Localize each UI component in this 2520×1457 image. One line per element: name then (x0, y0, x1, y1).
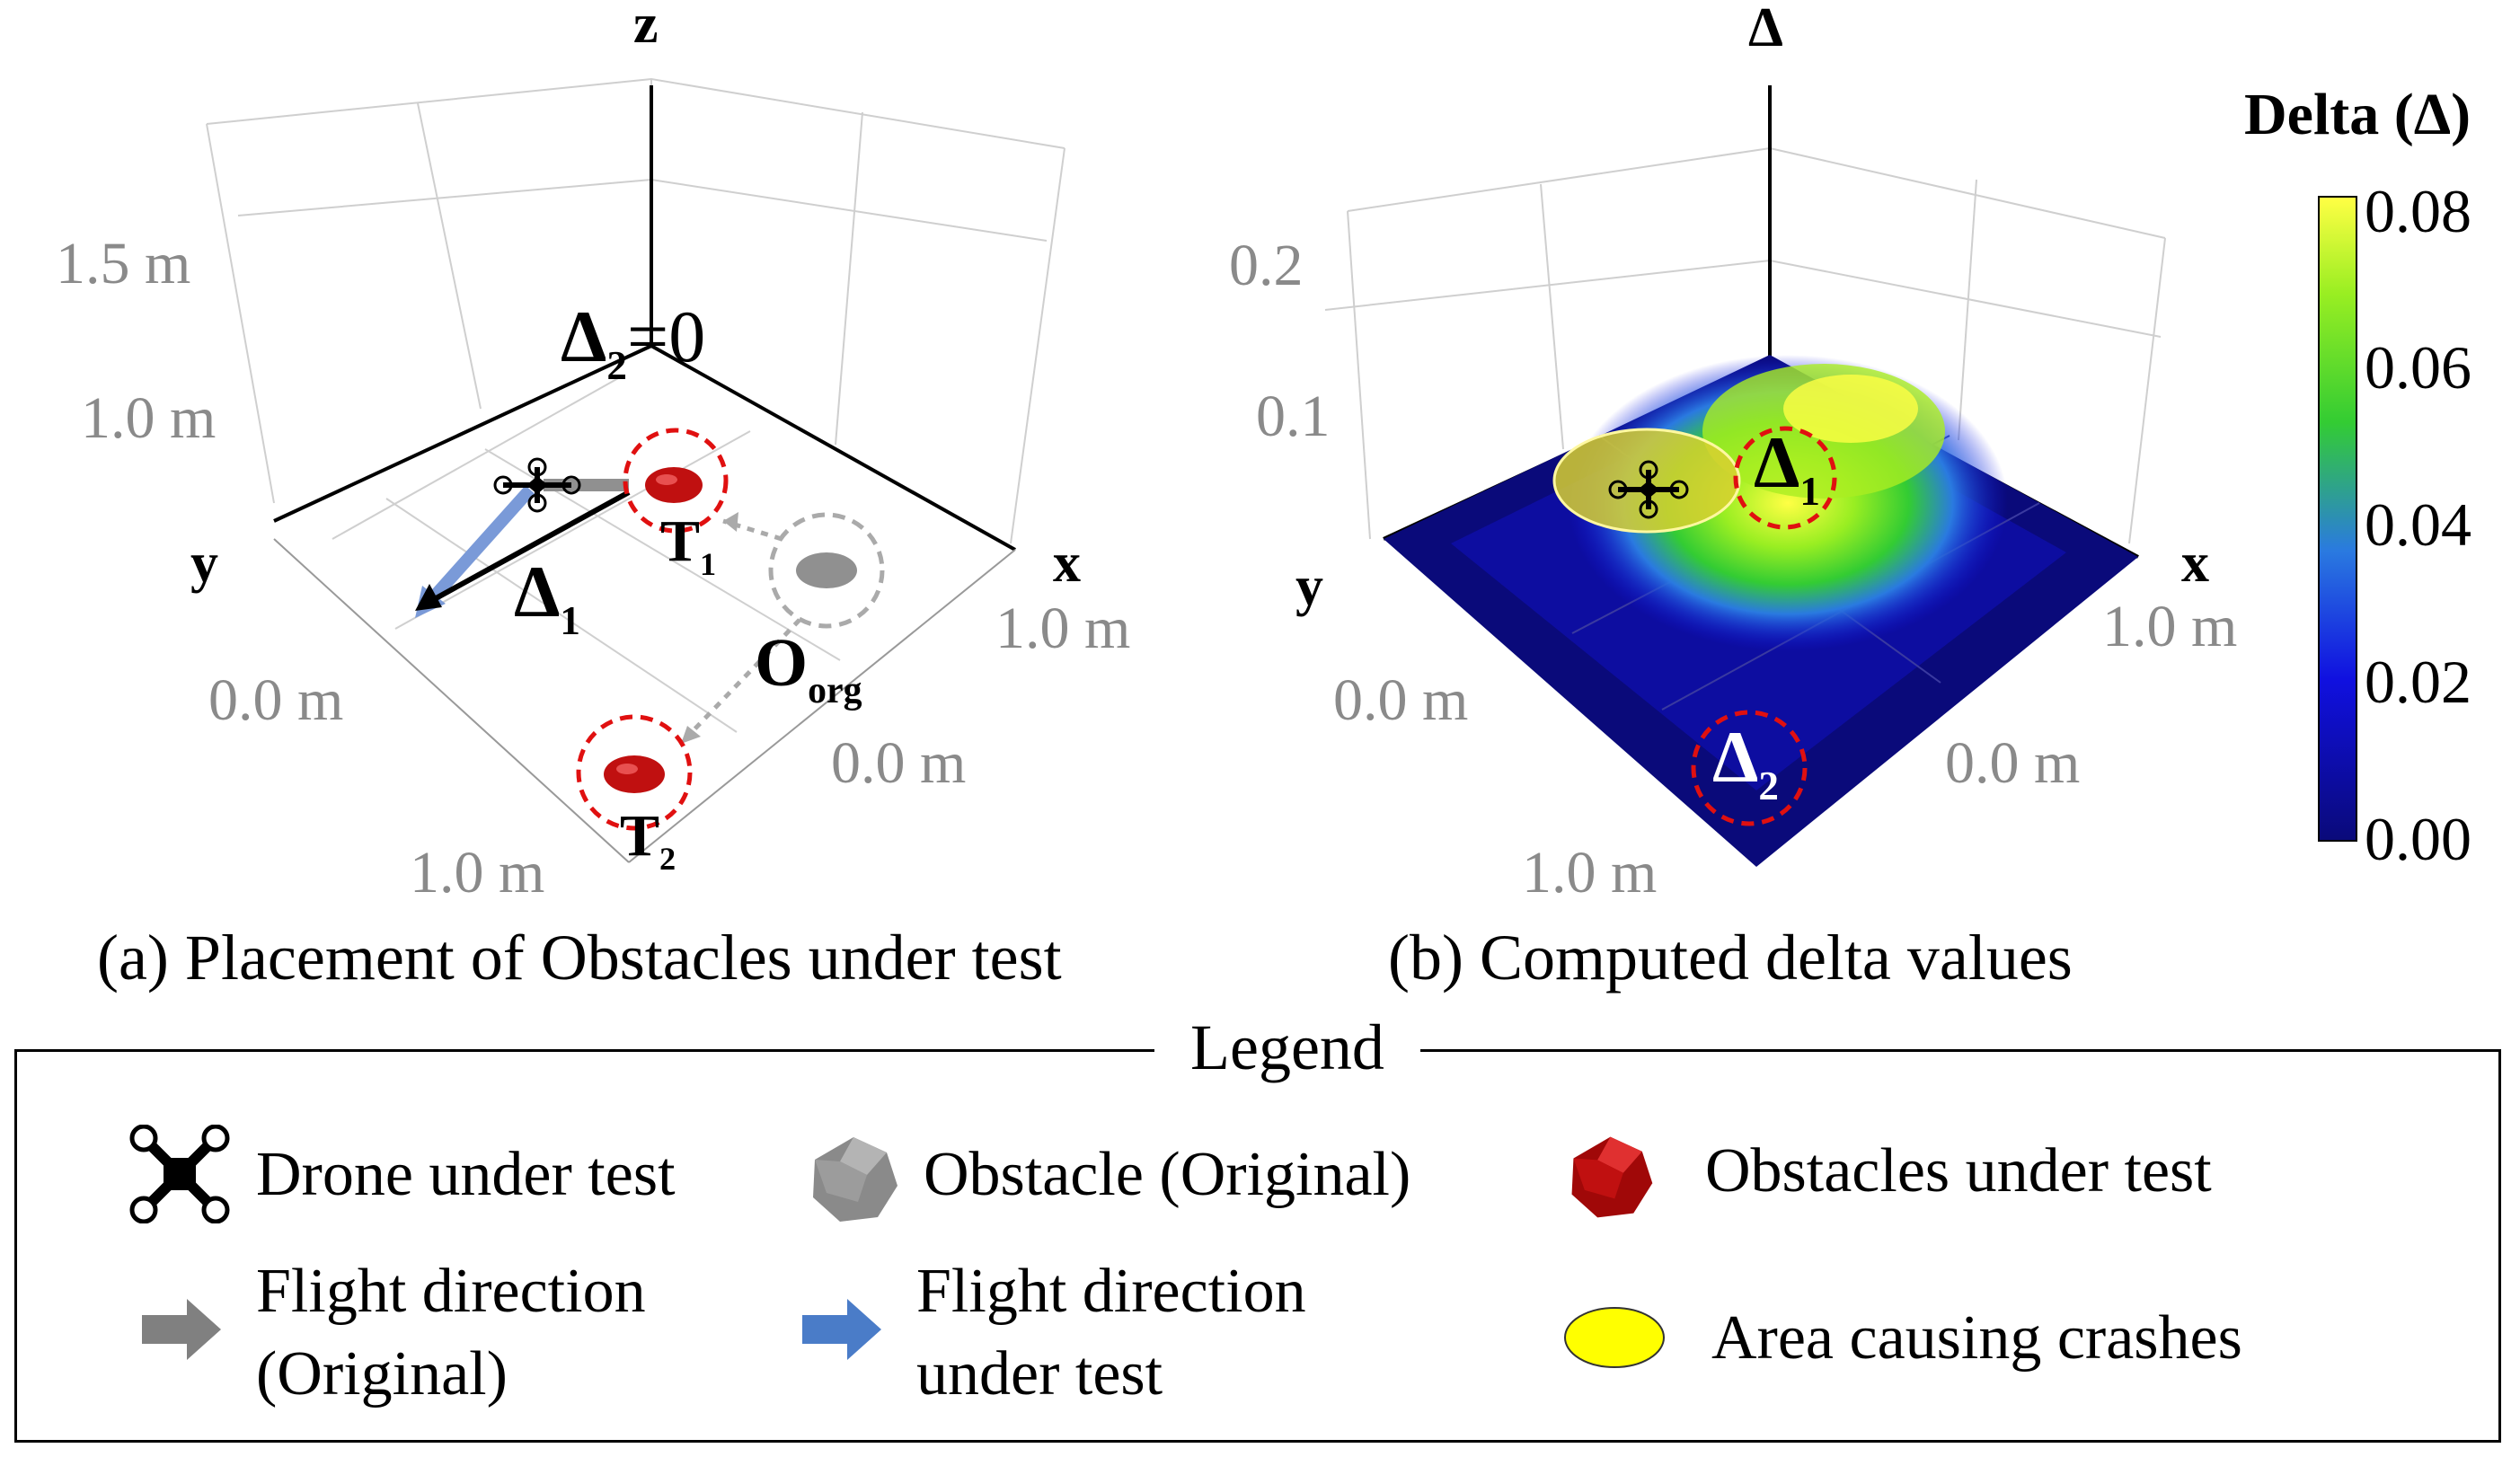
colorbar (2318, 196, 2357, 842)
panel-b-z-tick-2: 0.1 (1256, 384, 1331, 449)
delta1-label: Δ1 (514, 551, 580, 644)
legend-crash-area-text: Area causing crashes (1711, 1303, 2242, 1373)
panel-a-x-axis-label: x (1053, 533, 1081, 594)
panel-a-x-tick-2: 0.0 m (831, 730, 967, 796)
colorbar-tick-4: 0.02 (2365, 648, 2471, 716)
t1-label: T1 (660, 508, 717, 583)
panel-b-plot (1324, 85, 2166, 867)
t2-obstacle (604, 755, 665, 793)
panel-b-z-tick-1: 0.2 (1229, 233, 1304, 298)
legend-title: Legend (1154, 1011, 1420, 1085)
original-obstacle (796, 552, 857, 588)
panel-a-y-axis-label: y (190, 533, 218, 594)
org-label: Oorg (755, 625, 862, 711)
legend-obstacle-original-text: Obstacle (Original) (924, 1140, 1411, 1209)
colorbar-title: Delta (Δ) (2244, 82, 2471, 147)
legend-drone-icon (129, 1125, 230, 1223)
delta2-circle (1691, 710, 1808, 826)
displacement-lines (690, 518, 801, 734)
panel-a-grid (206, 77, 1065, 733)
legend-flight-test-line2: under test (916, 1339, 1163, 1408)
legend-crash-area-icon (1564, 1307, 1665, 1368)
panel-a-caption: (a) Placement of Obstacles under test (97, 922, 1062, 993)
panel-b-y-tick-1: 0.0 m (1333, 667, 1469, 733)
panel-b-y-axis-label: y (1295, 556, 1323, 617)
panel-a-z-tick-1: 1.5 m (56, 231, 191, 296)
colorbar-tick-1: 0.08 (2365, 177, 2471, 245)
panel-a-z-tick-2: 1.0 m (81, 385, 217, 451)
panel-b-delta1-label: Δ1 (1754, 421, 1820, 515)
legend-obstacle-test-text: Obstacles under test (1705, 1136, 2212, 1205)
legend-drone-text: Drone under test (256, 1140, 676, 1209)
delta1-circle (1733, 426, 1837, 530)
legend-flight-test-arrow (802, 1299, 881, 1360)
original-obstacle-circle (768, 512, 885, 629)
panel-b-z-axis-label: Δ (1748, 0, 1783, 58)
t2-label: T2 (620, 803, 676, 878)
panel-a-plot (206, 77, 1065, 863)
panel-a-axes (273, 85, 1016, 552)
drone-icon (493, 457, 581, 513)
panel-b-x-tick-2: 0.0 m (1945, 730, 2081, 796)
delta1-arrow (415, 490, 631, 611)
panel-a-x-tick-1: 1.0 m (995, 596, 1131, 661)
t1-highlight-circle (623, 428, 729, 534)
panel-b-x-axis-label: x (2181, 533, 2209, 594)
panel-b-y-tick-2: 1.0 m (1522, 840, 1658, 905)
legend-obstacle-test-icon (1571, 1136, 1653, 1218)
legend-flight-test-line1: Flight direction (916, 1257, 1306, 1326)
t1-obstacle (645, 467, 703, 503)
panel-b-x-tick-1: 1.0 m (2102, 594, 2238, 659)
legend-flight-original-line1: Flight direction (256, 1257, 646, 1326)
colorbar-tick-2: 0.06 (2365, 333, 2471, 402)
legend-flight-original-arrow (142, 1299, 221, 1360)
panel-a-y-tick-1: 0.0 m (208, 667, 344, 733)
legend-obstacle-original-icon (813, 1137, 897, 1222)
panel-b-delta2-label: Δ2 (1712, 716, 1779, 809)
legend-flight-original-line2: (Original) (256, 1339, 508, 1408)
colorbar-tick-5: 0.00 (2365, 805, 2471, 873)
panel-b-caption: (b) Computed delta values (1388, 922, 2073, 993)
panel-a-y-tick-2: 1.0 m (410, 840, 545, 905)
panel-a-z-axis-label: z (633, 0, 659, 55)
colorbar-tick-3: 0.04 (2365, 490, 2471, 559)
delta2-zero-label: Δ2=0 (561, 296, 706, 389)
drone-icon-b (1608, 460, 1689, 519)
t2-highlight-circle (576, 714, 693, 831)
